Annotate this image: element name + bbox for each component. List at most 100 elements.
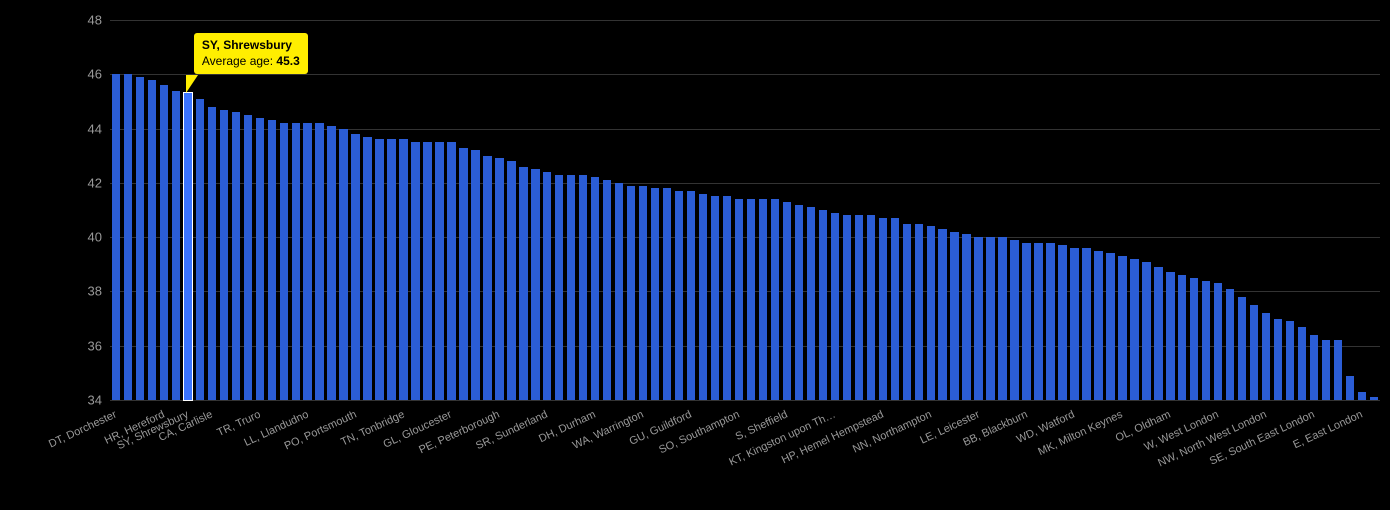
bar[interactable] [1286,321,1294,400]
bar[interactable] [615,183,623,400]
bar[interactable] [196,99,204,400]
bar[interactable] [663,188,671,400]
bar[interactable] [315,123,323,400]
bar[interactable] [783,202,791,400]
bar[interactable] [1046,243,1054,400]
bar[interactable] [807,207,815,400]
bar[interactable] [723,196,731,400]
bar[interactable] [831,213,839,400]
bar[interactable] [639,186,647,400]
bar[interactable] [160,85,168,400]
bar[interactable] [124,74,132,400]
bar[interactable] [184,93,192,400]
bar[interactable] [172,91,180,400]
bar[interactable] [1322,340,1330,400]
bar[interactable] [998,237,1006,400]
bar[interactable] [495,158,503,400]
bar[interactable] [699,194,707,400]
bar[interactable] [1370,397,1378,400]
bar[interactable] [327,126,335,400]
bar[interactable] [1022,243,1030,400]
bar[interactable] [280,123,288,400]
bar[interactable] [375,139,383,400]
bar[interactable] [891,218,899,400]
bar[interactable] [867,215,875,400]
bar[interactable] [903,224,911,400]
bar[interactable] [843,215,851,400]
bar[interactable] [711,196,719,400]
bar[interactable] [795,205,803,400]
bar[interactable] [1166,272,1174,400]
bar[interactable] [1010,240,1018,400]
bar[interactable] [747,199,755,400]
bar[interactable] [675,191,683,400]
bar[interactable] [531,169,539,400]
bar[interactable] [1142,262,1150,400]
bar[interactable] [1358,392,1366,400]
bar[interactable] [651,188,659,400]
bar[interactable] [387,139,395,400]
bar[interactable] [507,161,515,400]
bar[interactable] [292,123,300,400]
bar[interactable] [1190,278,1198,400]
bar[interactable] [471,150,479,400]
bar[interactable] [1070,248,1078,400]
bar[interactable] [244,115,252,400]
bar[interactable] [974,237,982,400]
bar[interactable] [1298,327,1306,400]
bar[interactable] [962,234,970,400]
bar[interactable] [303,123,311,400]
bar[interactable] [687,191,695,400]
bar[interactable] [1310,335,1318,400]
bar[interactable] [1226,289,1234,400]
bar[interactable] [735,199,743,400]
bar[interactable] [483,156,491,400]
bar[interactable] [1202,281,1210,400]
bar[interactable] [1274,319,1282,400]
bar[interactable] [927,226,935,400]
bar[interactable] [915,224,923,400]
bar[interactable] [519,167,527,400]
bar[interactable] [986,237,994,400]
bar[interactable] [1154,267,1162,400]
bar[interactable] [950,232,958,400]
bar[interactable] [543,172,551,400]
bar[interactable] [603,180,611,400]
bar[interactable] [351,134,359,400]
bar[interactable] [771,199,779,400]
bar[interactable] [1178,275,1186,400]
bar[interactable] [136,77,144,400]
bar[interactable] [232,112,240,400]
bar[interactable] [591,177,599,400]
bar[interactable] [459,148,467,400]
bar[interactable] [1262,313,1270,400]
bar[interactable] [1214,283,1222,400]
bar[interactable] [435,142,443,400]
bar[interactable] [627,186,635,400]
bar[interactable] [339,129,347,400]
bar[interactable] [411,142,419,400]
bar[interactable] [208,107,216,400]
bar[interactable] [399,139,407,400]
bar[interactable] [567,175,575,400]
bar[interactable] [1082,248,1090,400]
bar[interactable] [423,142,431,400]
bar[interactable] [1118,256,1126,400]
bar[interactable] [112,74,120,400]
bar[interactable] [938,229,946,400]
bar[interactable] [220,110,228,400]
bar[interactable] [1334,340,1342,400]
bar[interactable] [1130,259,1138,400]
bar[interactable] [1238,297,1246,400]
bar[interactable] [1250,305,1258,400]
bar[interactable] [1106,253,1114,400]
bar[interactable] [1094,251,1102,400]
bar[interactable] [268,120,276,400]
bar[interactable] [579,175,587,400]
bar[interactable] [447,142,455,400]
bar[interactable] [1058,245,1066,400]
bar[interactable] [759,199,767,400]
bar[interactable] [855,215,863,400]
bar[interactable] [819,210,827,400]
bar[interactable] [256,118,264,400]
